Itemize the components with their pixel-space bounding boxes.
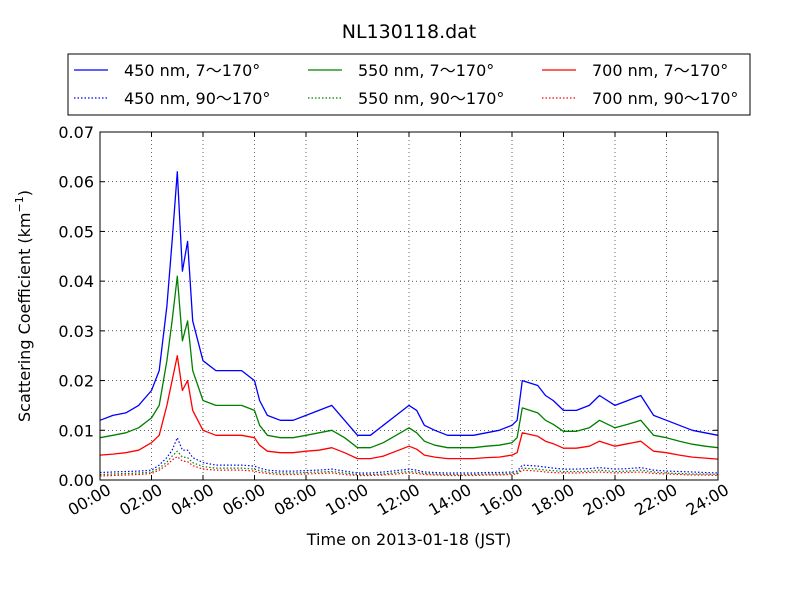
- y-tick-label: 0.00: [58, 471, 94, 490]
- chart-title: NL130118.dat: [342, 21, 477, 43]
- y-tick-label: 0.01: [58, 421, 94, 440]
- series-layer: [99, 171, 719, 477]
- series-line: [99, 171, 719, 436]
- y-tick-label: 0.06: [58, 173, 94, 192]
- series-line: [99, 456, 719, 477]
- x-axis-label: Time on 2013-01-18 (JST): [306, 530, 511, 549]
- y-axis-label-main: Scattering Coefficient (km: [15, 212, 34, 422]
- y-tick-label: 0.07: [58, 123, 94, 142]
- legend: 450 nm, 7～170° 550 nm, 7～170° 700 nm, 7～17…: [67, 53, 751, 116]
- y-tick-label: 0.04: [58, 272, 94, 291]
- legend-label: 450 nm, 90～170°: [124, 89, 270, 108]
- grid-lines: [100, 132, 718, 480]
- y-tick-label: 0.03: [58, 322, 94, 341]
- series-line: [99, 437, 719, 474]
- y-axis-label: Scattering Coefficient (km−1): [13, 190, 34, 422]
- y-axis-label-superscript: −1: [13, 196, 26, 212]
- y-axis-label-close: ): [15, 190, 34, 196]
- legend-label: 700 nm, 90～170°: [592, 89, 738, 108]
- legend-label: 450 nm, 7～170°: [124, 61, 260, 80]
- series-line: [99, 450, 719, 476]
- legend-box: [67, 53, 751, 116]
- y-tick-label: 0.05: [58, 222, 94, 241]
- series-line: [99, 355, 719, 460]
- legend-label: 550 nm, 7～170°: [358, 61, 494, 80]
- legend-label: 550 nm, 90～170°: [358, 89, 504, 108]
- y-tick-label: 0.02: [58, 372, 94, 391]
- series-line: [99, 275, 719, 449]
- legend-label: 700 nm, 7～170°: [592, 61, 728, 80]
